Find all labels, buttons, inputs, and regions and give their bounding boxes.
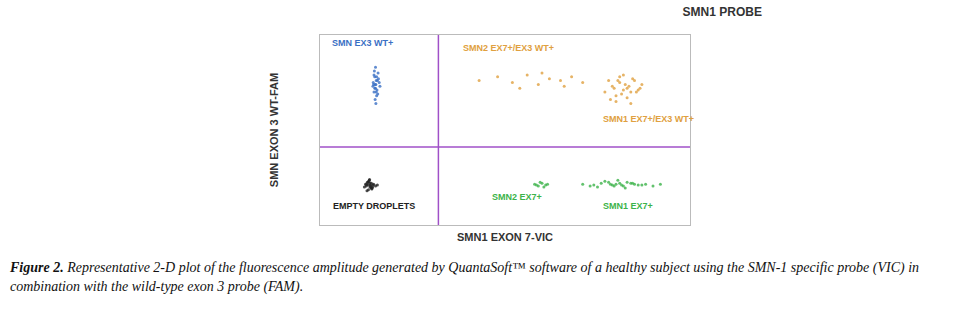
svg-text:SMN1 EX7+: SMN1 EX7+: [603, 201, 653, 211]
svg-text:SMN2 EX7+: SMN2 EX7+: [492, 192, 542, 202]
html-text:Figure 2. Representative 2-D p: Figure 2. Representative 2-D plot of the…: [10, 260, 919, 294]
svg-text:SMN1 EXON 7-VIC: SMN1 EXON 7-VIC: [457, 231, 553, 243]
svg-text:EMPTY DROPLETS: EMPTY DROPLETS: [333, 201, 415, 211]
svg-text:SMN EXON 3 WT-FAM: SMN EXON 3 WT-FAM: [268, 73, 280, 187]
svg-text:SMN1 PROBE: SMN1 PROBE: [683, 5, 762, 19]
svg-text:SMN EX3 WT+: SMN EX3 WT+: [332, 38, 393, 48]
svg-text:SMN1 EX7+/EX3 WT+: SMN1 EX7+/EX3 WT+: [603, 114, 694, 124]
svg-text:SMN2 EX7+/EX3 WT+: SMN2 EX7+/EX3 WT+: [463, 43, 554, 53]
